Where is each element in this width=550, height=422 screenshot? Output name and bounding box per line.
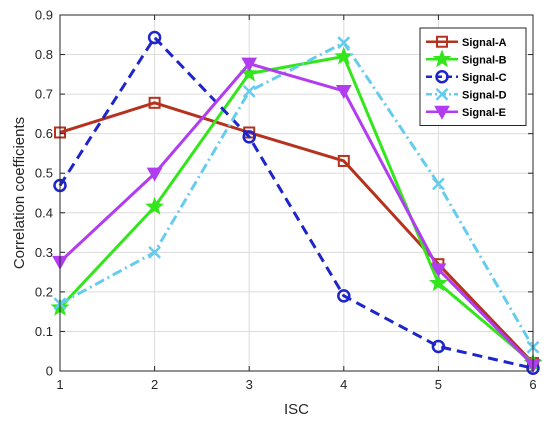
series-line: [59, 101, 535, 365]
y-tick-label: 0.8: [35, 47, 53, 62]
data-point: [241, 57, 258, 72]
data-point: [147, 30, 162, 45]
legend-label: Signal-D: [462, 89, 507, 101]
x-tick-label: 3: [246, 377, 253, 392]
y-tick-label: 0.1: [35, 324, 53, 339]
legend-item-signal-b: Signal-B: [426, 49, 507, 68]
data-point: [431, 339, 446, 354]
data-point: [334, 46, 354, 65]
legend-item-signal-d: Signal-D: [426, 87, 507, 101]
x-tick-label: 2: [151, 377, 158, 392]
y-tick-label: 0.9: [35, 8, 53, 23]
data-point: [430, 263, 447, 278]
series-line: [58, 55, 534, 365]
legend-item-signal-a: Signal-A: [426, 35, 507, 49]
series-signal-e: [52, 57, 541, 374]
legend-label: Signal-B: [462, 54, 507, 66]
legend-label: Signal-A: [462, 37, 507, 49]
x-tick-label: 6: [529, 377, 536, 392]
x-axis-label: ISC: [284, 401, 309, 418]
series-signal-c: [53, 30, 540, 375]
data-point: [242, 84, 256, 98]
plot-frame: [59, 14, 534, 372]
y-tick-label: 0.3: [35, 245, 53, 260]
legend-marker: [434, 105, 450, 120]
y-axis-label: Correlation coefficients: [11, 117, 28, 269]
data-point: [335, 84, 352, 99]
data-point: [432, 177, 445, 191]
legend-item-signal-e: Signal-E: [426, 105, 506, 120]
y-axis-ticks: 0 0.1 0.2 0.3 0.4 0.5 0.6 0.7 0.8 0.9: [35, 8, 533, 379]
x-tick-label: 4: [340, 377, 347, 392]
legend-item-signal-c: Signal-C: [426, 70, 507, 84]
y-tick-label: 0.2: [35, 284, 53, 299]
legend-label: Signal-E: [462, 107, 506, 119]
x-axis-ticks: 1 2 3 4 5 6: [56, 15, 537, 392]
x-tick-label: 1: [56, 377, 63, 392]
data-point: [148, 245, 161, 259]
legend: Signal-A Signal-B Signal-C Signal-D Signal-E: [419, 27, 527, 126]
data-point: [337, 289, 351, 303]
data-point: [148, 96, 161, 109]
series-line: [58, 36, 534, 370]
y-tick-label: 0.7: [35, 87, 53, 102]
data-point: [146, 167, 163, 182]
legend-marker: [436, 35, 448, 48]
data-point: [337, 154, 350, 167]
series-line: [58, 62, 535, 367]
data-point: [337, 36, 351, 50]
series-line: [59, 41, 535, 349]
y-tick-label: 0.5: [35, 166, 53, 181]
data-point: [145, 196, 165, 215]
legend-marker: [432, 49, 452, 68]
y-tick-label: 0.4: [35, 205, 53, 220]
y-tick-label: 0.6: [35, 126, 53, 141]
x-tick-label: 5: [435, 377, 442, 392]
legend-label: Signal-C: [462, 72, 507, 84]
data-point: [428, 273, 448, 292]
y-tick-label: 0: [46, 364, 53, 379]
legend-marker: [435, 87, 449, 101]
legend-marker: [435, 70, 449, 84]
data-point: [242, 130, 256, 144]
